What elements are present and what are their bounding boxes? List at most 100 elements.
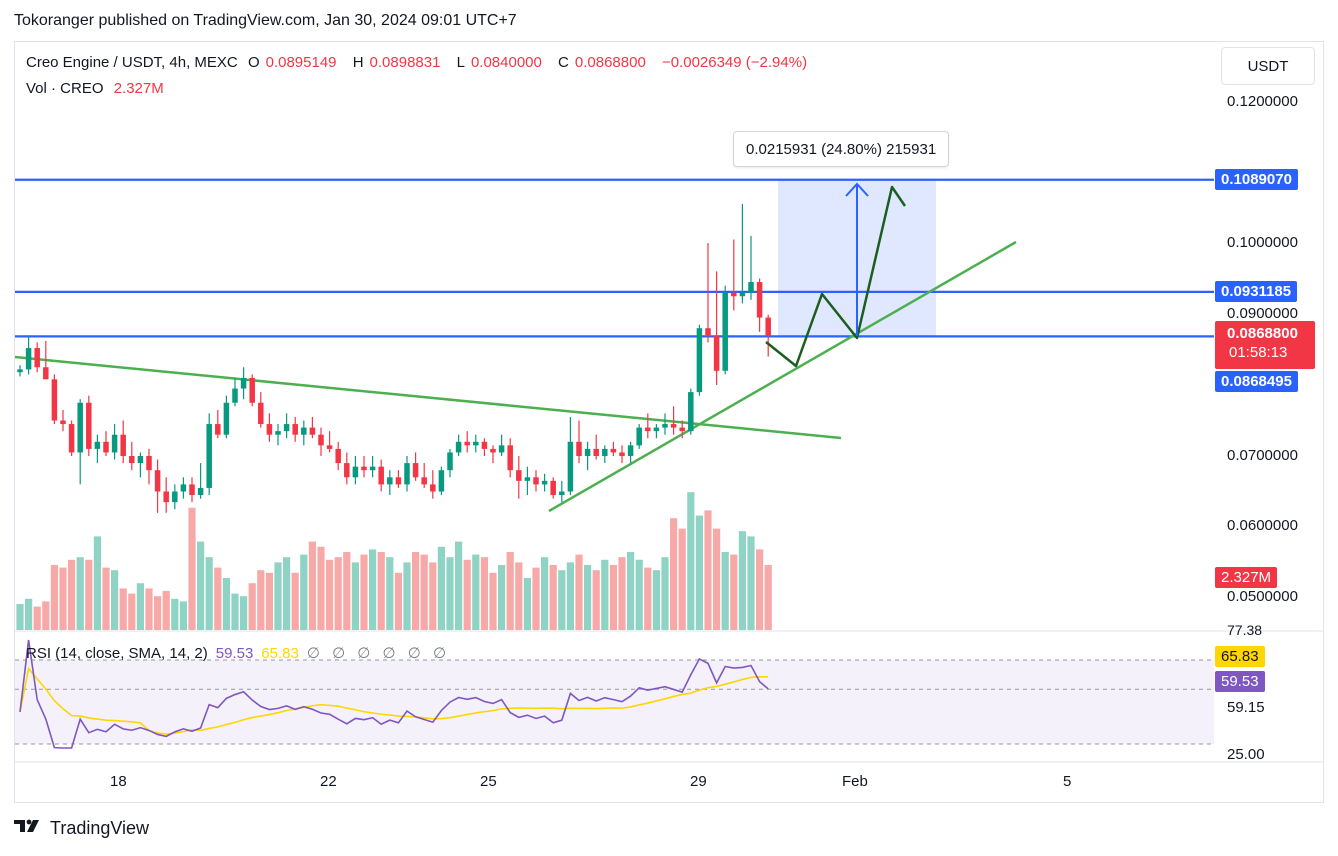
candle-body bbox=[464, 441, 470, 446]
date-tick: 22 bbox=[320, 773, 337, 790]
volume-bar bbox=[386, 557, 394, 630]
volume-bar bbox=[351, 562, 359, 630]
ohlc-open: O 0.0895149 bbox=[247, 54, 337, 71]
candle-body bbox=[163, 491, 169, 503]
candle-body bbox=[696, 328, 703, 393]
candle-body bbox=[301, 427, 307, 435]
price-tick: 0.0600000 bbox=[1227, 517, 1298, 534]
price-tick: 0.1000000 bbox=[1227, 234, 1298, 251]
candle-body bbox=[17, 369, 23, 373]
candle-body bbox=[490, 448, 496, 453]
volume-bar bbox=[601, 559, 609, 630]
descending-trendline bbox=[14, 355, 842, 440]
candle-body bbox=[627, 445, 634, 456]
candle-body bbox=[292, 424, 298, 435]
tradingview-logo[interactable]: TradingView bbox=[14, 818, 149, 839]
candle-body bbox=[395, 477, 402, 485]
volume-label[interactable]: Vol · CREO bbox=[26, 80, 104, 97]
currency-button[interactable]: USDT bbox=[1221, 47, 1315, 85]
candle-body bbox=[172, 491, 178, 503]
candle-body bbox=[541, 480, 548, 485]
volume-bar bbox=[549, 565, 557, 630]
volume-bar bbox=[197, 541, 205, 630]
volume-bar bbox=[25, 598, 33, 630]
candle-body bbox=[137, 456, 144, 464]
candle-body bbox=[438, 470, 445, 492]
candle-body bbox=[739, 292, 746, 297]
symbol-title[interactable]: Creo Engine / USDT, 4h, MEXC bbox=[26, 54, 238, 71]
candle-body bbox=[576, 441, 582, 456]
candle-body bbox=[653, 427, 660, 432]
volume-bar bbox=[33, 606, 41, 630]
candle-body bbox=[533, 477, 539, 485]
candle-body bbox=[610, 448, 617, 453]
candle-body bbox=[120, 434, 126, 456]
measure-tool-label[interactable]: 0.0215931 (24.80%) 215931 bbox=[733, 131, 950, 167]
volume-bar bbox=[334, 557, 342, 630]
volume-bar bbox=[678, 528, 686, 630]
candle-body bbox=[309, 427, 316, 435]
volume-bar bbox=[730, 554, 738, 630]
volume-bar bbox=[145, 588, 153, 630]
candle-body bbox=[68, 424, 75, 453]
current-price-badge[interactable]: 0.0868800 01:58:13 bbox=[1215, 321, 1315, 369]
candle-body bbox=[713, 335, 720, 371]
volume-bar bbox=[171, 598, 179, 630]
candle-body bbox=[197, 487, 204, 496]
ascending-trendline bbox=[548, 240, 1017, 513]
upper-line-badge[interactable]: 0.1089070 bbox=[1215, 169, 1298, 190]
volume-bar bbox=[403, 562, 411, 630]
bar-countdown: 01:58:13 bbox=[1229, 344, 1288, 361]
volume-bar bbox=[584, 565, 592, 630]
candle-body bbox=[524, 477, 531, 481]
candle-body bbox=[77, 402, 83, 453]
volume-bar bbox=[136, 583, 144, 630]
candle-body bbox=[103, 441, 109, 453]
volume-bar bbox=[274, 562, 282, 630]
volume-bar bbox=[93, 536, 101, 630]
volume-bar bbox=[532, 567, 540, 630]
candle-body bbox=[387, 477, 393, 485]
volume-bar bbox=[394, 572, 402, 630]
volume-bar bbox=[68, 559, 76, 630]
candle-body bbox=[688, 392, 694, 432]
volume-bar bbox=[188, 507, 196, 630]
candle-body bbox=[240, 377, 247, 389]
ohlc-high: H 0.0898831 bbox=[352, 54, 441, 71]
candle-body bbox=[111, 434, 118, 453]
volume-bar bbox=[661, 557, 669, 630]
volume-bar bbox=[76, 557, 84, 630]
volume-bar bbox=[291, 572, 299, 630]
candle-body bbox=[430, 484, 436, 492]
volume-bar bbox=[635, 559, 643, 630]
rsi-title[interactable]: RSI (14, close, SMA, 14, 2) bbox=[26, 645, 208, 662]
price-tick: 0.0700000 bbox=[1227, 447, 1298, 464]
mid-line-badge[interactable]: 0.0931185 bbox=[1215, 281, 1298, 302]
ohlc-close: C 0.0868800 bbox=[558, 54, 646, 71]
volume-bar bbox=[59, 567, 67, 630]
volume-bar bbox=[317, 546, 325, 630]
lower-line-badge[interactable]: 0.0868495 bbox=[1215, 371, 1298, 392]
volume-bar bbox=[721, 552, 729, 630]
candle-body bbox=[550, 480, 556, 496]
candle-body bbox=[318, 434, 324, 446]
candle-body bbox=[249, 377, 255, 403]
candle-body bbox=[645, 427, 651, 432]
volume-bar bbox=[179, 601, 187, 630]
candle-body bbox=[283, 424, 290, 432]
volume-bar bbox=[412, 552, 420, 630]
volume-bar bbox=[369, 549, 377, 630]
volume-bar bbox=[472, 554, 480, 630]
candle-body bbox=[189, 484, 195, 496]
candle-body bbox=[636, 427, 642, 446]
volume-bar bbox=[575, 554, 583, 630]
candle-body bbox=[507, 445, 513, 471]
volume-bar bbox=[240, 596, 248, 630]
volume-bar bbox=[747, 536, 755, 630]
candle-body bbox=[361, 466, 367, 471]
volume-bar bbox=[480, 557, 488, 630]
projection-path bbox=[765, 185, 907, 368]
volume-bar bbox=[111, 570, 119, 630]
candle-body bbox=[662, 424, 668, 428]
